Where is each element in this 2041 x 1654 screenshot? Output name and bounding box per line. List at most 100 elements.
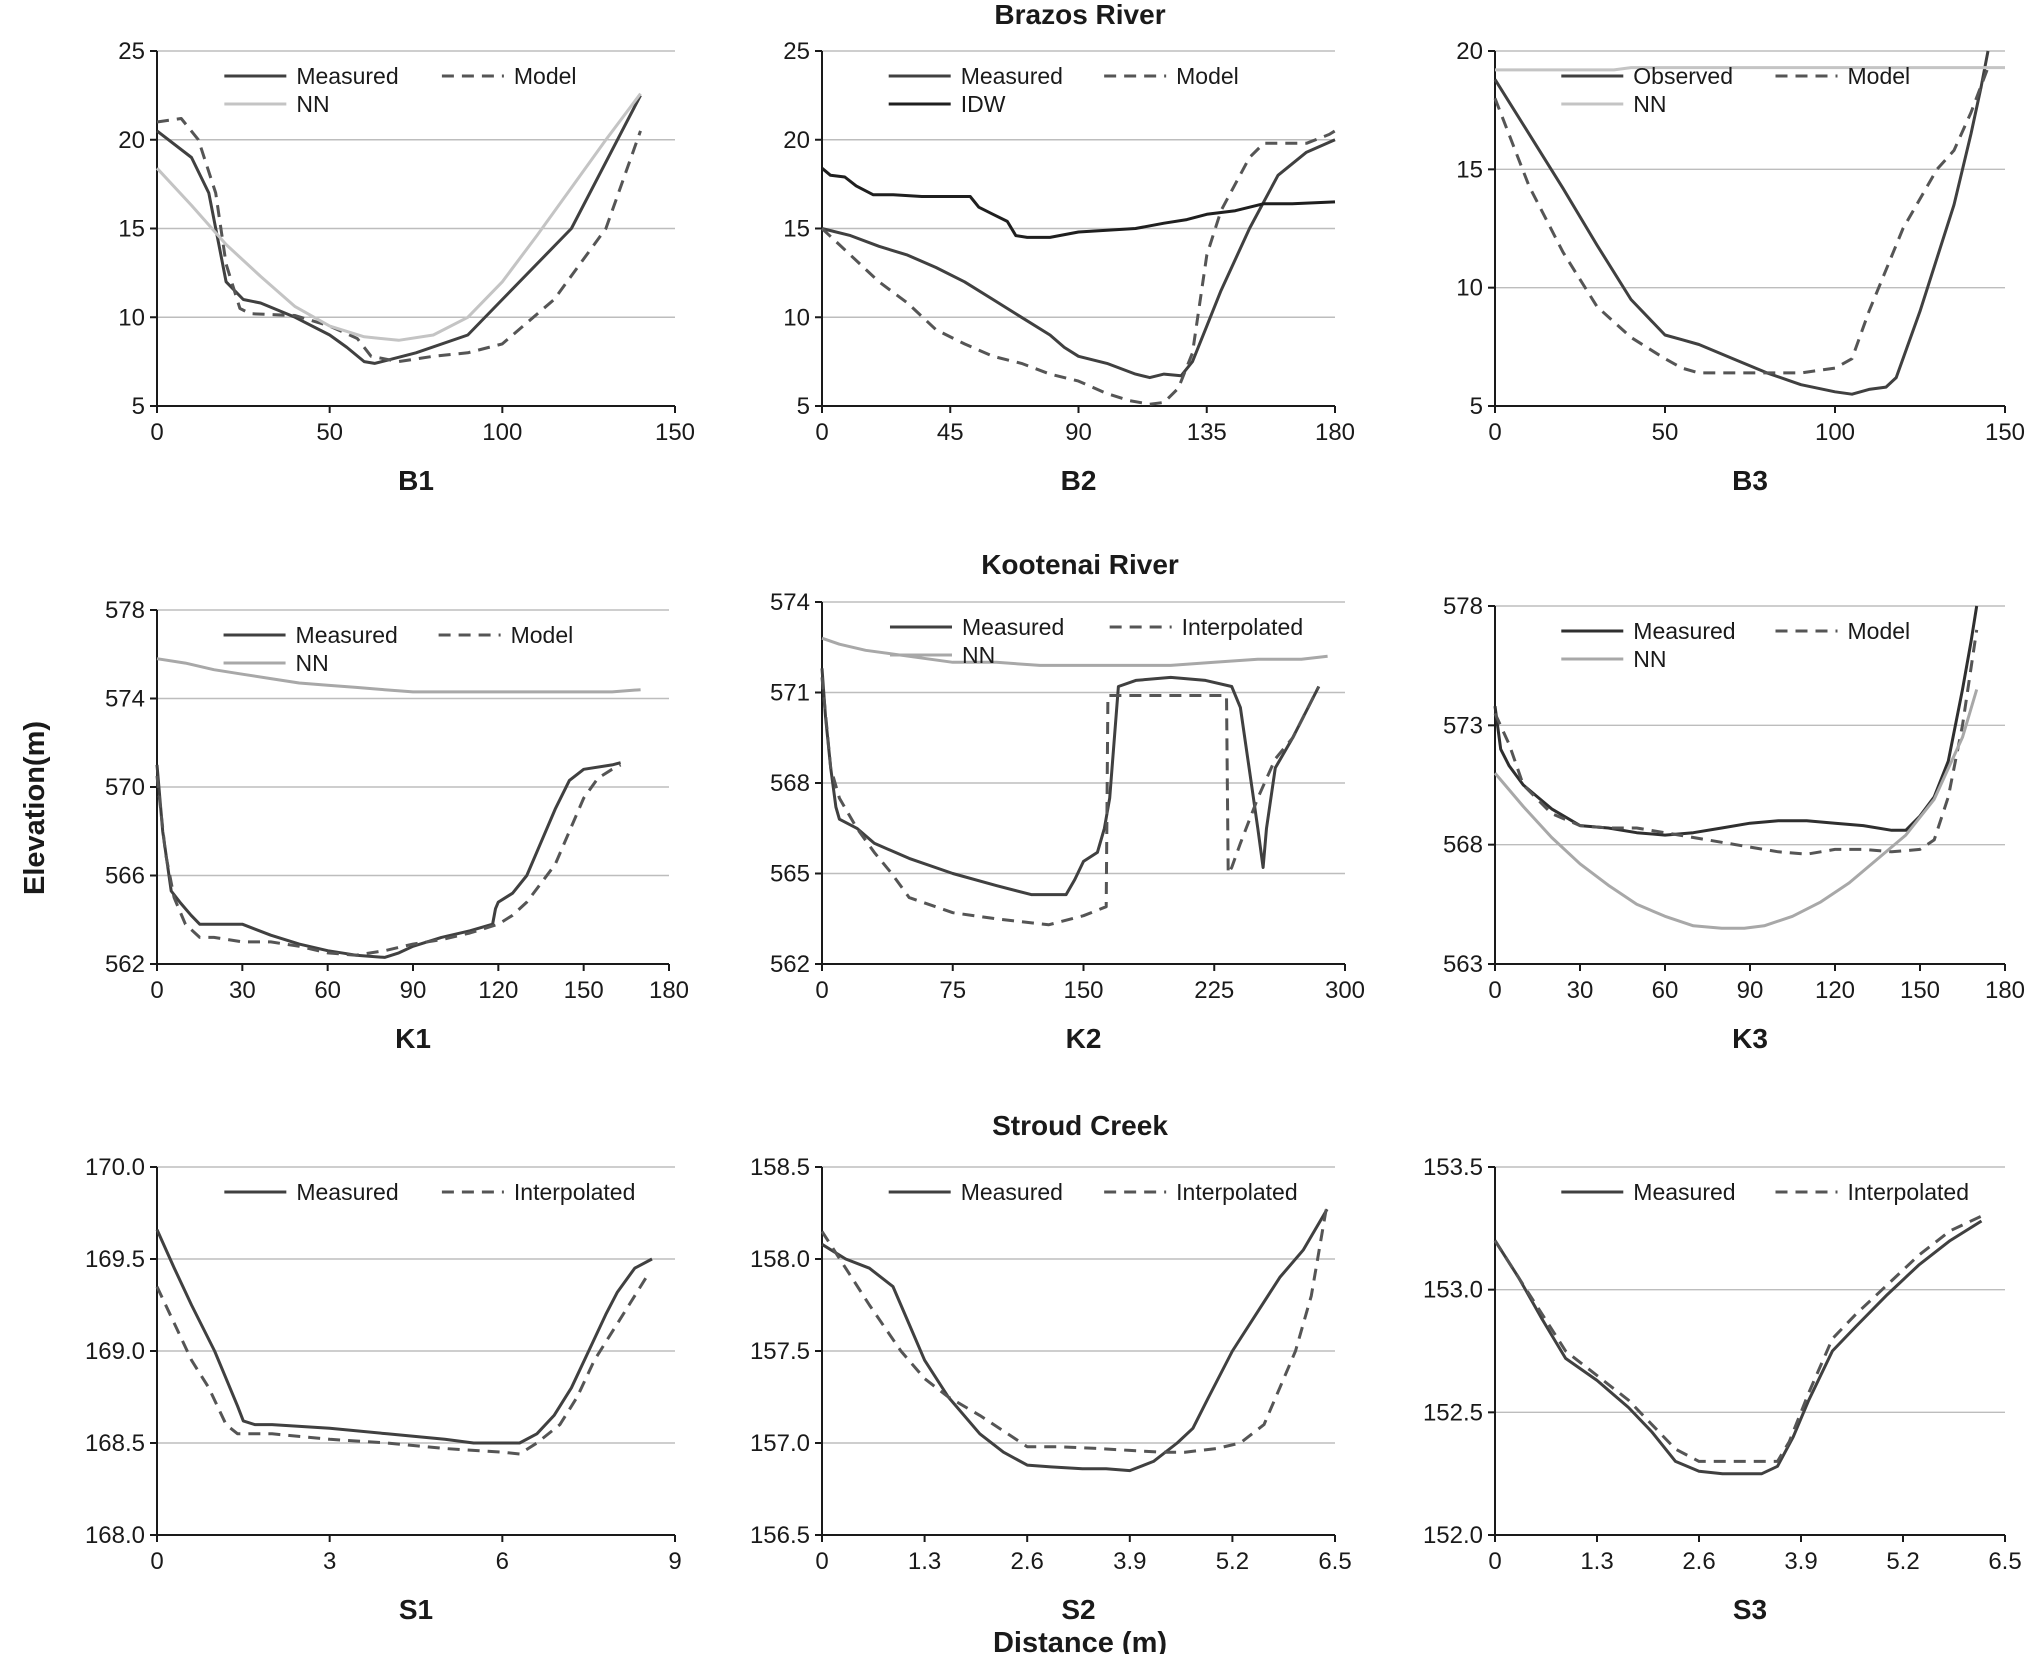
y-tick-label: 15 — [783, 216, 810, 243]
series-line-measured — [820, 668, 1321, 897]
y-tick-label: 20 — [118, 127, 145, 154]
x-tick-label: 5.2 — [1886, 1548, 1919, 1575]
panel-label: K3 — [1732, 1023, 1768, 1054]
y-tick-label: 158.0 — [750, 1246, 810, 1273]
panel-label: S2 — [1061, 1594, 1095, 1625]
series-line-idw — [821, 167, 1336, 239]
y-tick-label: 574 — [770, 589, 810, 616]
chart-panel-k3: 563 568 573 578 0 30 60 90 120 150 180 Measured Mode… — [1443, 593, 2025, 1054]
x-tick-label: 45 — [937, 419, 964, 446]
legend-label-measured: Measured — [1633, 618, 1735, 644]
x-axis-title: Distance (m) — [993, 1627, 1167, 1654]
series-line-model — [1493, 629, 1979, 856]
x-tick-label: 0 — [1488, 977, 1501, 1004]
legend-label-nn: NN — [1633, 646, 1666, 672]
x-tick-label: 9 — [668, 1548, 681, 1575]
series-line-interpolated — [820, 1203, 1329, 1454]
group-title-stroud: Stroud Creek — [992, 1110, 1168, 1141]
legend-label-nn: NN — [296, 91, 329, 117]
y-tick-label: 562 — [770, 951, 810, 978]
y-tick-label: 574 — [105, 686, 145, 713]
x-tick-label: 1.3 — [1580, 1548, 1613, 1575]
x-tick-label: 135 — [1187, 419, 1227, 446]
legend-label-interpolated: Interpolated — [1182, 614, 1303, 640]
group-title-kootenai: Kootenai River — [981, 549, 1179, 580]
chart-panel-s1: 168.0 168.5 169.0 169.5 170.0 0 3 6 9 Measured Int… — [85, 1154, 682, 1625]
x-tick-label: 6 — [496, 1548, 509, 1575]
y-tick-label: 570 — [105, 774, 145, 801]
series-line-interpolated — [820, 677, 1321, 927]
legend-label-measured: Measured — [296, 622, 398, 648]
x-tick-label: 2.6 — [1682, 1548, 1715, 1575]
y-tick-label: 15 — [1456, 156, 1483, 183]
x-tick-label: 30 — [229, 977, 256, 1004]
y-tick-label: 168.0 — [85, 1522, 145, 1549]
x-tick-label: 150 — [1985, 419, 2025, 446]
legend-label-nn: NN — [962, 642, 995, 668]
y-tick-label: 156.5 — [750, 1522, 810, 1549]
x-tick-label: 150 — [564, 977, 604, 1004]
x-tick-label: 75 — [939, 977, 966, 1004]
x-tick-label: 50 — [316, 419, 343, 446]
y-tick-label: 169.5 — [85, 1246, 145, 1273]
chart-panel-k1: 562 566 570 574 578 0 30 60 90 120 150 180 Measured M… — [105, 597, 689, 1054]
x-tick-label: 0 — [815, 419, 828, 446]
y-tick-label: 158.5 — [750, 1154, 810, 1181]
y-tick-label: 10 — [1456, 275, 1483, 302]
series-line-nn — [156, 657, 641, 694]
x-tick-label: 0 — [815, 977, 828, 1004]
y-tick-label: 10 — [783, 304, 810, 331]
x-tick-label: 90 — [400, 977, 427, 1004]
x-tick-label: 30 — [1567, 977, 1594, 1004]
panel-label: K2 — [1066, 1023, 1102, 1054]
y-tick-label: 10 — [118, 304, 145, 331]
y-tick-label: 568 — [770, 770, 810, 797]
x-tick-label: 0 — [1488, 419, 1501, 446]
x-tick-label: 150 — [1900, 977, 1940, 1004]
y-tick-label: 168.5 — [85, 1430, 145, 1457]
legend-label-interpolated: Interpolated — [1176, 1179, 1297, 1205]
group-title-brazos: Brazos River — [994, 0, 1165, 30]
chart-panel-s2: 156.5 157.0 157.5 158.0 158.5 0 1.3 2.6 3.9 5.2 6.… — [750, 1154, 1352, 1625]
y-axis-title: Elevation(m) — [19, 721, 51, 895]
series-line-nn — [1495, 66, 2005, 72]
x-tick-label: 3 — [323, 1548, 336, 1575]
legend-label-model: Model — [514, 63, 577, 89]
legend-label-measured: Measured — [1633, 1179, 1735, 1205]
panel-label: S1 — [399, 1594, 433, 1625]
series-line-measured — [821, 1208, 1329, 1473]
legend-label-measured: Measured — [961, 1179, 1063, 1205]
y-tick-label: 25 — [783, 38, 810, 65]
x-tick-label: 150 — [655, 419, 695, 446]
x-tick-label: 60 — [1652, 977, 1679, 1004]
x-tick-label: 0 — [150, 1548, 163, 1575]
legend-label-model: Model — [1848, 63, 1911, 89]
chart-panel-b1: 5 10 15 20 25 0 50 100 150 Measured Model NN B1 — [118, 38, 695, 496]
x-tick-label: 1.3 — [908, 1548, 941, 1575]
y-tick-label: 571 — [770, 680, 810, 707]
y-tick-label: 169.0 — [85, 1338, 145, 1365]
panel-label: S3 — [1733, 1594, 1767, 1625]
y-tick-label: 565 — [770, 861, 810, 888]
y-tick-label: 15 — [118, 216, 145, 243]
chart-panel-k2: 562 565 568 571 574 0 75 150 225 300 Measured Inter… — [770, 589, 1365, 1054]
series-line-interpolated — [155, 1276, 648, 1456]
x-tick-label: 6.5 — [1988, 1548, 2021, 1575]
y-tick-label: 568 — [1443, 832, 1483, 859]
y-tick-label: 157.0 — [750, 1430, 810, 1457]
series-line-model — [1493, 67, 1990, 375]
panel-label: B3 — [1732, 465, 1768, 496]
y-tick-label: 20 — [783, 127, 810, 154]
x-tick-label: 60 — [314, 977, 341, 1004]
chart-panel-b3: 5 10 15 20 0 50 100 150 Observed Model NN B3 — [1456, 38, 2025, 496]
x-tick-label: 5.2 — [1216, 1548, 1249, 1575]
x-tick-label: 225 — [1194, 977, 1234, 1004]
legend-label-interpolated: Interpolated — [514, 1179, 635, 1205]
y-tick-label: 573 — [1443, 712, 1483, 739]
x-tick-label: 50 — [1652, 419, 1679, 446]
y-tick-label: 566 — [105, 863, 145, 890]
series-line-nn — [821, 636, 1328, 667]
x-tick-label: 90 — [1065, 419, 1092, 446]
series-line-measured — [1493, 1219, 1983, 1476]
